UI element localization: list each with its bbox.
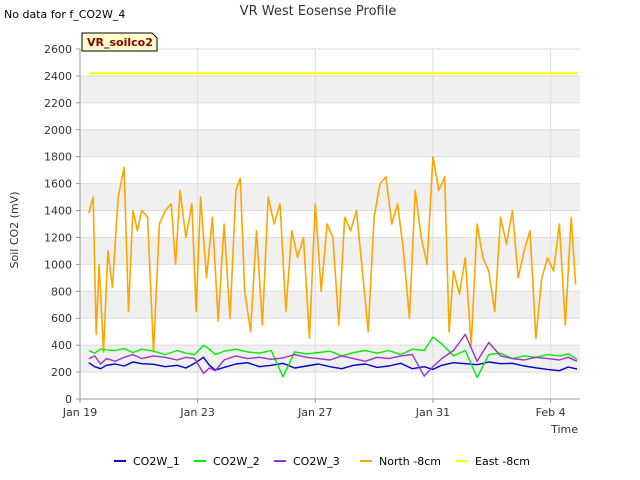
- y-tick-label: 200: [51, 366, 72, 379]
- series-line-co2w-3: [88, 333, 578, 377]
- y-tick-label: 400: [51, 339, 72, 352]
- axes: [79, 49, 580, 400]
- x-axis-label: Time: [550, 423, 578, 436]
- x-tick-label: Feb 4: [536, 406, 566, 419]
- x-tick-label: Jan 27: [297, 406, 332, 419]
- series-line-co2w-1: [88, 356, 578, 372]
- x-tick-label: Jan 19: [62, 406, 97, 419]
- legend-label: CO2W_1: [133, 455, 180, 468]
- series-line-north-8cm: [88, 155, 577, 353]
- series-line-co2w-2: [88, 336, 578, 379]
- y-tick-label: 1200: [44, 231, 72, 244]
- y-tick-label: 1400: [44, 205, 72, 218]
- legend-label: CO2W_2: [213, 455, 260, 468]
- y-axis-ticks: 0 200 400 600 800 1000 1200 1400 1600 1800 2000 220…: [44, 43, 80, 406]
- legend: CO2W_1 CO2W_2 CO2W_3 North -8cm East -8cm: [114, 455, 530, 468]
- plot-band: [80, 156, 580, 184]
- legend-label: North -8cm: [379, 455, 441, 468]
- y-tick-label: 1600: [44, 178, 72, 191]
- no-data-note: No data for f_CO2W_4: [4, 8, 125, 21]
- y-axis-label: Soil CO2 (mV): [8, 192, 21, 269]
- plot-band: [80, 291, 580, 319]
- y-tick-label: 0: [65, 393, 72, 406]
- y-tick-label: 1800: [44, 151, 72, 164]
- plot-band: [80, 372, 580, 399]
- y-tick-label: 600: [51, 312, 72, 325]
- plot-background: [80, 49, 580, 399]
- y-tick-label: 1000: [44, 258, 72, 271]
- plot-band: [80, 237, 580, 265]
- y-tick-label: 2200: [44, 97, 72, 110]
- x-axis-ticks: Jan 19 Jan 23 Jan 27 Jan 31 Feb 4: [62, 399, 566, 419]
- y-tick-label: 800: [51, 285, 72, 298]
- plot-band: [80, 183, 580, 211]
- x-tick-label: Jan 23: [179, 406, 214, 419]
- legend-label: CO2W_3: [293, 455, 340, 468]
- plot-band: [80, 210, 580, 238]
- source-badge: VR_soilco2: [81, 32, 158, 52]
- y-tick-label: 2600: [44, 43, 72, 56]
- x-tick-label: Jan 31: [415, 406, 450, 419]
- plot-band: [80, 264, 580, 292]
- legend-label: East -8cm: [475, 455, 530, 468]
- plot-band: [80, 75, 580, 103]
- plot-band: [80, 49, 580, 76]
- grid-lines: [79, 48, 580, 400]
- plot-band: [80, 345, 580, 373]
- series-lines: [88, 72, 578, 379]
- badge-label: VR_soilco2: [87, 36, 153, 49]
- y-tick-label: 2400: [44, 70, 72, 83]
- chart-title: VR West Eosense Profile: [240, 4, 397, 19]
- badge-box: [81, 32, 158, 52]
- plot-band: [80, 318, 580, 346]
- plot-band: [80, 102, 580, 130]
- plot-band: [80, 129, 580, 157]
- y-tick-label: 2000: [44, 124, 72, 137]
